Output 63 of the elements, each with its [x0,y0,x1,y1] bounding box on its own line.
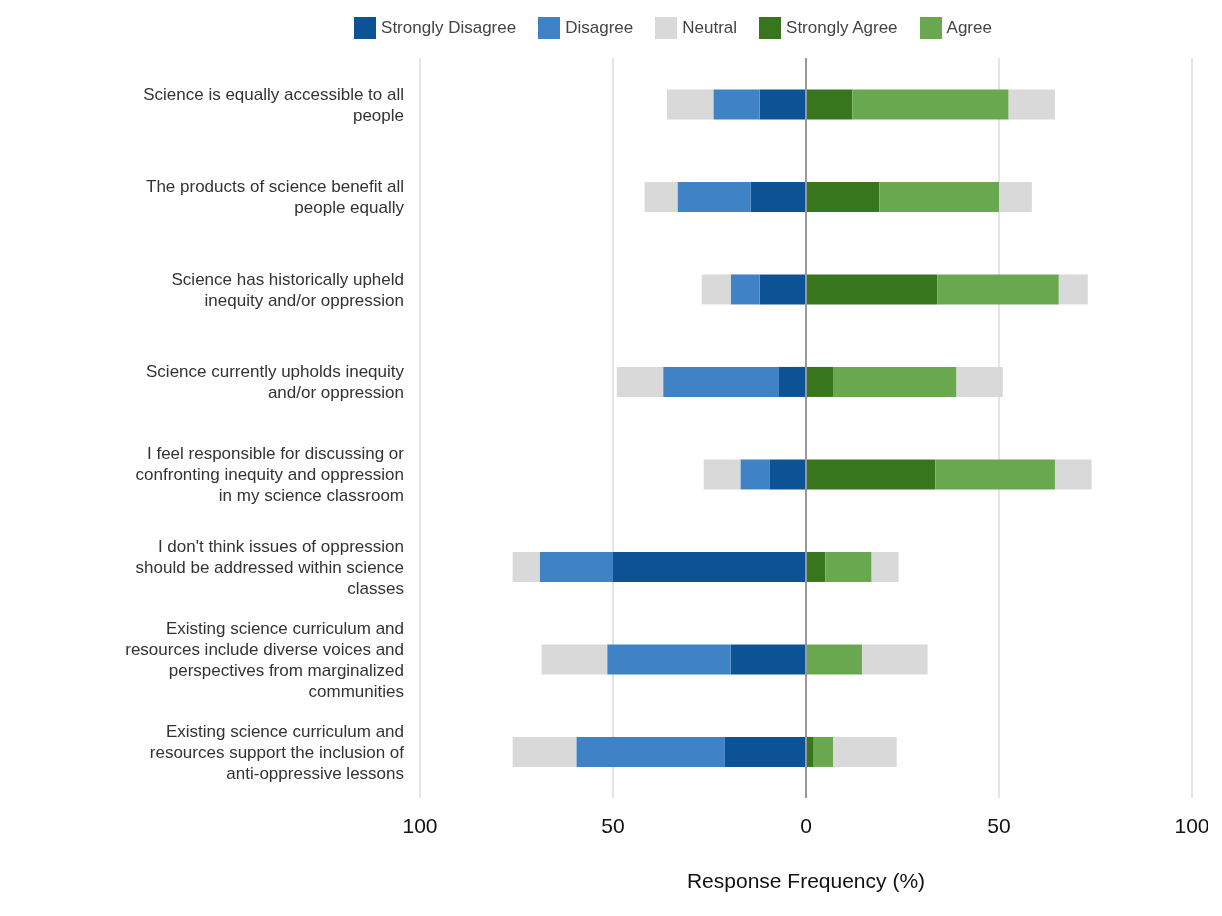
y-tick-label: The products of science benefit all people equally [146,177,405,218]
bar [539,551,613,582]
bar [613,551,806,582]
x-tick-label: 50 [601,813,625,837]
bar [806,459,936,490]
y-tick-label: Existing science curriculum and resources include diverse voices and perspectives from marginalized communities [125,618,404,701]
legend-label: Neutral [682,18,738,38]
bar [937,274,1059,305]
bar [740,459,770,490]
bar [616,366,664,397]
legend-label: Strongly Agree [786,18,898,38]
bar [806,644,862,675]
bar [825,551,872,582]
bar [1058,274,1088,305]
legend-label: Strongly Disagree [381,18,517,38]
bar [1008,89,1055,120]
y-tick-label: I don't think issues of oppression should be addressed within science classes [135,536,404,598]
y-tick-label: Science has historically upheld inequity and/or oppression [171,269,404,310]
y-tick-label: I feel responsible for discussing or confronting inequity and oppression in my science classroom [135,444,405,506]
bar [813,736,834,767]
bar [778,366,806,397]
bar [861,644,928,675]
bar [852,89,1009,120]
bar [644,181,678,212]
bar [806,274,938,305]
bar [730,644,806,675]
y-tick-label: Existing science curriculum and resources support the inclusion of anti-oppressive lessons [149,721,405,783]
bar [512,551,540,582]
x-axis-title: Response Frequency (%) [686,869,926,892]
bar [833,736,897,767]
bar [833,366,957,397]
bar [806,366,834,397]
x-tick-label: 100 [402,813,438,837]
bar [806,181,880,212]
bar [750,181,806,212]
bar [759,274,806,305]
bar [607,644,731,675]
y-tick-label: Science is equally accessible to all people [143,84,404,125]
bar [701,274,731,305]
bar [806,89,853,120]
bar [667,89,714,120]
bar [879,181,999,212]
bar [541,644,608,675]
x-tick-label: 50 [987,813,1011,837]
bar [713,89,760,120]
bar [806,551,826,582]
x-tick-label: 0 [800,813,812,837]
bar [512,736,577,767]
bar [769,459,806,490]
x-tick-label: 100 [1174,813,1210,837]
bar [724,736,806,767]
bar [871,551,899,582]
bar [703,459,741,490]
bar [663,366,779,397]
bar [576,736,725,767]
bar [1054,459,1092,490]
legend-label: Agree [946,18,992,38]
bar [730,274,760,305]
legend-label: Disagree [565,18,634,38]
bar [677,181,751,212]
bar [759,89,806,120]
y-tick-label: Science currently upholds inequity and/or oppression [146,362,405,403]
bar [935,459,1055,490]
